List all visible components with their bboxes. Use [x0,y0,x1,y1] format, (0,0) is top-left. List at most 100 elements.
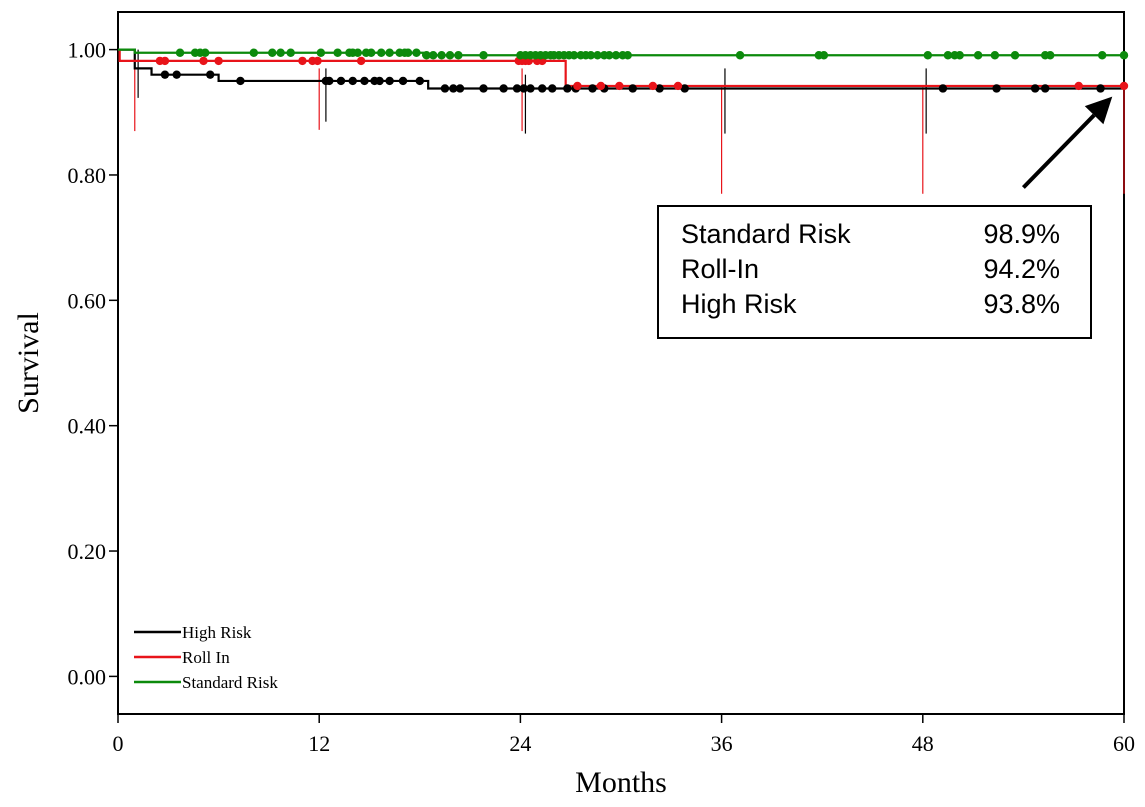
annotation-value: 93.8% [983,289,1060,319]
y-tick-label: 0.00 [68,664,107,689]
censor-marker [943,51,953,60]
censor-marker [615,81,624,91]
censor-marker [385,76,394,86]
censor-marker [286,48,295,57]
censor-marker [548,84,557,93]
censor-marker [573,81,582,91]
censor-marker [655,84,664,93]
censor-marker [1040,84,1050,93]
y-tick-label: 0.80 [68,163,107,188]
censor-marker [200,48,210,57]
censor-marker [923,51,933,60]
censor-marker [955,51,964,60]
censor-marker [526,84,535,93]
censor-marker [586,51,596,60]
legend-label: Standard Risk [182,673,278,692]
censor-marker [596,81,606,91]
axes: 0 12 24 36 48 60 0.00 0.20 0.40 0.60 0.80 1.00 [68,38,1136,756]
censor-marker [990,51,1000,60]
censor-marker [628,84,637,93]
censor-marker [206,70,215,79]
x-axis-title: Months [575,766,667,799]
x-tick-label: 48 [912,731,934,756]
censor-marker [249,48,259,57]
y-tick-label: 0.20 [68,539,107,564]
censor-marker [563,84,572,93]
censor-markers [155,48,1129,93]
censor-marker [403,48,413,57]
censor-marker [398,76,408,86]
censor-marker [499,84,508,93]
censor-marker [412,48,421,57]
censor-marker [356,56,366,66]
y-tick-label: 1.00 [68,38,107,63]
censor-marker [1074,81,1083,91]
censor-marker [819,51,829,60]
censor-marker [537,84,547,93]
censor-marker [605,51,614,60]
censor-marker [569,51,579,60]
legend-label: High Risk [182,623,252,642]
annotation-value: 98.9% [983,219,1060,249]
x-tick-label: 36 [711,731,733,756]
censor-marker [313,56,322,66]
censor-marker [236,76,245,86]
censor-marker [1119,51,1129,60]
censor-marker [1010,51,1020,60]
censor-marker [479,51,488,60]
annotation-value: 94.2% [983,254,1060,284]
censor-marker [316,48,326,57]
censor-marker [1046,51,1055,60]
x-tick-label: 24 [509,731,531,756]
y-axis-title: Survival [12,312,45,414]
annotation-rows: Standard Risk 98.9% Roll-In 94.2% High Risk 9… [681,219,1060,319]
censor-marker [422,51,431,60]
censor-marker [673,81,683,91]
censor-marker [172,70,181,79]
annotation-box: Standard Risk 98.9% Roll-In 94.2% High Risk 9… [657,205,1092,339]
censor-marker [348,76,357,86]
legend: High Risk Roll In Standard Risk [134,623,278,692]
y-tick-label: 0.40 [68,414,107,439]
series-line [118,48,1124,90]
arrow-head [1084,96,1113,125]
ci-spikes [134,49,1125,194]
censor-marker [437,51,446,60]
censor-marker [214,56,223,66]
annotation-frame [657,205,1092,339]
censor-marker [938,84,948,93]
annotation-label: Standard Risk [681,219,851,249]
censor-marker [992,84,1001,93]
censor-marker [160,70,170,79]
censor-marker [593,51,602,60]
x-tick-label: 0 [113,731,124,756]
censor-marker [648,81,658,91]
censor-marker [440,84,450,93]
censor-marker [298,56,307,66]
censor-marker [512,84,522,93]
censor-marker [175,48,185,57]
censor-marker [276,48,285,57]
censor-marker [479,84,488,93]
censor-marker [611,51,621,60]
censor-marker [429,51,438,60]
censor-marker [445,51,455,60]
censor-marker [1119,81,1129,91]
x-tick-label: 60 [1113,731,1135,756]
annotation-arrow [1021,96,1113,189]
censor-marker [454,51,463,60]
annotation-label: High Risk [681,289,797,319]
censor-marker [449,84,458,93]
censor-marker [1030,84,1040,93]
y-tick-label: 0.60 [68,288,107,313]
arrow-shaft [1021,113,1096,189]
censor-marker [519,84,528,93]
censor-marker [160,56,170,66]
censor-marker [366,48,376,57]
censor-marker [333,48,342,57]
censor-marker [623,51,632,60]
censor-marker [353,48,362,57]
censor-marker [735,51,745,60]
